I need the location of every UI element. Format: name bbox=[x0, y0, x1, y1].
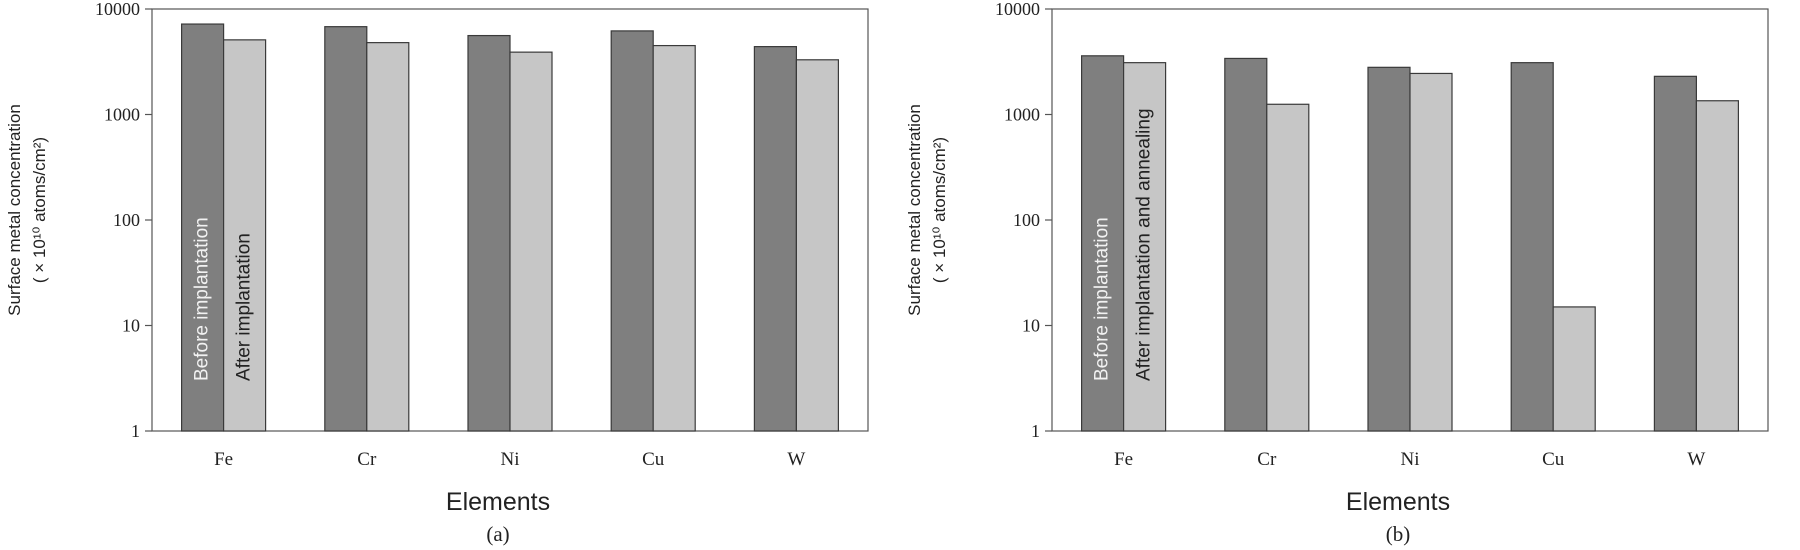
y-tick-label: 100 bbox=[1013, 210, 1040, 230]
panel-caption: (b) bbox=[1386, 522, 1411, 546]
y-tick-label: 10000 bbox=[95, 0, 140, 19]
bar-before-implantation-cu bbox=[1510, 62, 1554, 432]
chart-panel-b: 1 10 100 1000 10000 Fe Cr Ni Cu W Before implantat… bbox=[900, 0, 1800, 550]
bar-before-implantation-cr bbox=[324, 26, 368, 432]
x-category-label: Ni bbox=[1401, 449, 1420, 470]
bar-after-implantation-cr bbox=[366, 42, 410, 432]
y-tick-label: 1 bbox=[131, 421, 140, 441]
bar-after-implantation-and-annealing-w bbox=[1695, 100, 1740, 432]
chart-panel-a: 1 10 100 1000 10000 Fe Cr Ni Cu W Before implantat… bbox=[5, 0, 869, 546]
chart-b: 1 10 100 1000 10000 Fe Cr Ni Cu W Before implantat… bbox=[905, 0, 1769, 546]
x-axis-title: Elements bbox=[1346, 488, 1450, 516]
bar-before-implantation-w bbox=[1653, 75, 1698, 432]
bar-after-implantation-and-annealing-fe bbox=[1123, 62, 1167, 432]
y-axis-title: Surface metal concentration bbox=[905, 104, 924, 316]
bar-before-implantation-ni bbox=[1367, 66, 1411, 432]
bar-before-implantation-fe bbox=[1081, 55, 1125, 432]
x-axis-title: Elements bbox=[446, 488, 550, 516]
y-tick-label: 10 bbox=[1022, 316, 1040, 336]
y-axis-title: Surface metal concentration bbox=[5, 104, 24, 316]
series-label: After implantation bbox=[234, 233, 255, 381]
x-category-label: Cr bbox=[1257, 449, 1277, 470]
y-axis-unit: ( × 10¹⁰ atoms/cm²) bbox=[30, 137, 49, 283]
chart-a: 1 10 100 1000 10000 Fe Cr Ni Cu W Before implantat… bbox=[5, 0, 869, 546]
bar-before-implantation-w bbox=[753, 46, 798, 432]
y-tick-label: 1000 bbox=[104, 105, 140, 125]
y-tick-label: 10000 bbox=[995, 0, 1040, 19]
x-category-label: W bbox=[787, 449, 805, 470]
panel-caption: (a) bbox=[486, 522, 509, 546]
bar-after-implantation-w bbox=[795, 59, 840, 432]
x-category-label: W bbox=[1687, 449, 1705, 470]
bar-before-implantation-cu bbox=[610, 30, 654, 432]
x-category-label: Fe bbox=[1114, 449, 1133, 470]
bar-before-implantation-fe bbox=[181, 23, 225, 432]
x-category-label: Cu bbox=[642, 449, 665, 470]
series-label: Before implantation bbox=[192, 217, 213, 381]
bar-after-implantation-and-annealing-ni bbox=[1409, 72, 1453, 432]
x-category-label: Ni bbox=[501, 449, 520, 470]
y-axis-unit: ( × 10¹⁰ atoms/cm²) bbox=[930, 137, 949, 283]
y-tick-label: 1 bbox=[1031, 421, 1040, 441]
bar-after-implantation-and-annealing-cr bbox=[1266, 103, 1310, 432]
bar-after-implantation-ni bbox=[509, 51, 553, 432]
y-tick-label: 1000 bbox=[1004, 105, 1040, 125]
series-label: Before implantation bbox=[1092, 217, 1113, 381]
y-tick-label: 10 bbox=[122, 316, 140, 336]
x-category-label: Cu bbox=[1542, 449, 1565, 470]
bar-after-implantation-and-annealing-cu bbox=[1552, 306, 1596, 432]
x-category-label: Fe bbox=[214, 449, 233, 470]
bar-after-implantation-fe bbox=[223, 39, 267, 432]
bar-before-implantation-cr bbox=[1224, 57, 1268, 432]
bar-after-implantation-cu bbox=[652, 44, 696, 432]
bar-before-implantation-ni bbox=[467, 34, 511, 432]
x-category-label: Cr bbox=[357, 449, 377, 470]
y-tick-label: 100 bbox=[113, 210, 140, 230]
series-label: After implantation and annealing bbox=[1134, 108, 1155, 381]
